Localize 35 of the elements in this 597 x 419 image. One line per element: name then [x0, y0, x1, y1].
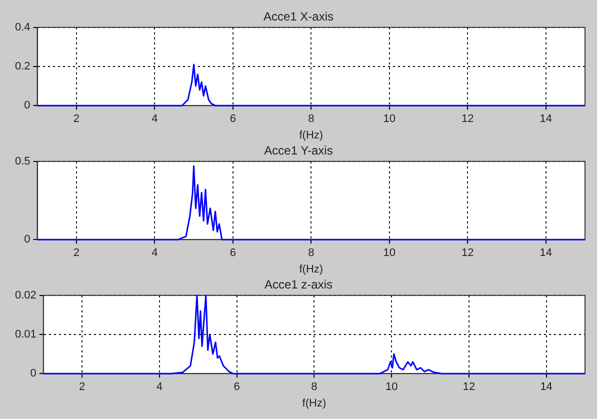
x-tick-label: 6: [230, 247, 236, 260]
chart-title: Acce1 z-axis: [264, 278, 333, 292]
x-tick-label: 2: [73, 113, 80, 126]
x-tick-label: 10: [383, 113, 396, 126]
y-tick-label: 0.2: [14, 60, 30, 73]
y-tick-label: 0.01: [14, 328, 36, 341]
x-axis-title: f(Hz): [302, 397, 326, 410]
x-tick-label: 8: [311, 381, 318, 394]
x-tick-label: 14: [540, 247, 552, 260]
x-tick-label: 12: [462, 381, 476, 394]
x-tick-label: 2: [79, 381, 86, 394]
x-tick-label: 6: [234, 381, 240, 394]
x-tick-label: 12: [462, 247, 474, 260]
x-tick-label: 4: [156, 381, 163, 394]
x-axis-title: f(Hz): [299, 129, 324, 142]
y-tick-label: 0.5: [14, 155, 30, 168]
x-tick-label: 14: [540, 381, 552, 394]
x-tick-label: 12: [462, 113, 474, 126]
x-tick-label: 2: [73, 247, 80, 260]
x-tick-label: 4: [152, 113, 158, 126]
y-tick-label: 0: [24, 234, 30, 246]
x-tick-label: 4: [152, 247, 158, 260]
y-tick-label: 0.4: [14, 21, 30, 34]
x-tick-label: 10: [383, 247, 396, 260]
x-tick-label: 10: [385, 381, 398, 394]
chart-title: Acce1 X-axis: [263, 10, 334, 24]
y-tick-label: 0.02: [14, 289, 36, 302]
x-tick-label: 8: [308, 113, 314, 126]
x-tick-label: 6: [230, 113, 236, 126]
x-tick-label: 8: [308, 247, 314, 260]
x-axis-title: f(Hz): [299, 263, 324, 276]
y-tick-label: 0: [24, 100, 30, 112]
chart-title: Acce1 Y-axis: [264, 144, 333, 158]
x-tick-label: 14: [540, 113, 552, 126]
y-tick-label: 0: [30, 368, 36, 380]
